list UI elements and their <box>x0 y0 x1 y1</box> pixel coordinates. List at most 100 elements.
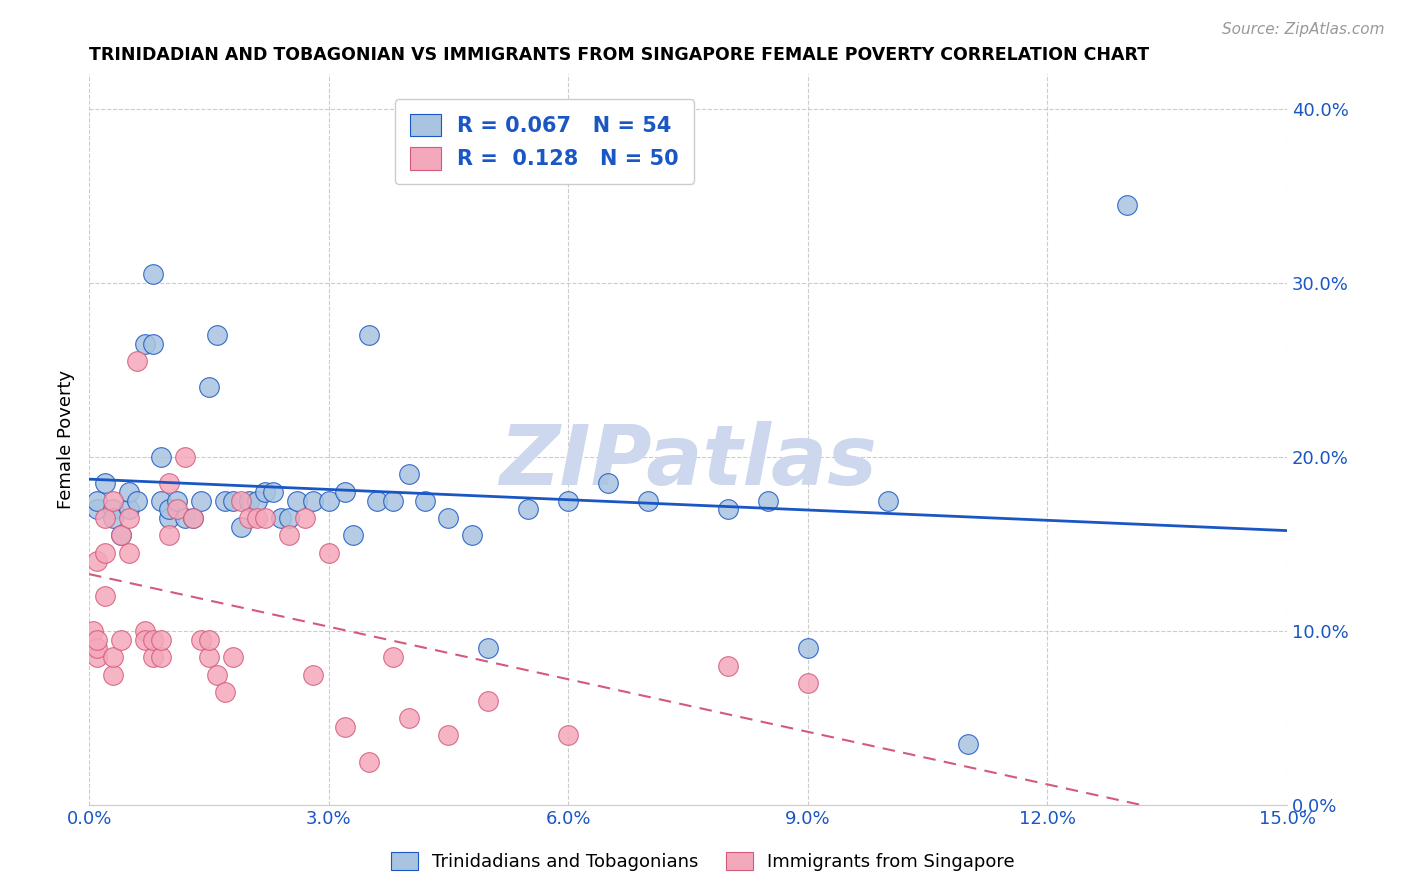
Text: TRINIDADIAN AND TOBAGONIAN VS IMMIGRANTS FROM SINGAPORE FEMALE POVERTY CORRELATI: TRINIDADIAN AND TOBAGONIAN VS IMMIGRANTS… <box>89 46 1149 64</box>
Point <box>110 632 132 647</box>
Point <box>110 528 132 542</box>
Point <box>149 650 172 665</box>
Point <box>94 476 117 491</box>
Point <box>205 667 228 681</box>
Point <box>157 511 180 525</box>
Point <box>270 511 292 525</box>
Point <box>285 493 308 508</box>
Point <box>125 354 148 368</box>
Point <box>381 650 404 665</box>
Point <box>253 511 276 525</box>
Point <box>94 546 117 560</box>
Point <box>1116 197 1139 211</box>
Point <box>222 493 245 508</box>
Point <box>118 511 141 525</box>
Point <box>413 493 436 508</box>
Text: Source: ZipAtlas.com: Source: ZipAtlas.com <box>1222 22 1385 37</box>
Point <box>318 493 340 508</box>
Point <box>190 493 212 508</box>
Point <box>149 450 172 464</box>
Point <box>142 267 165 281</box>
Point <box>142 632 165 647</box>
Point <box>876 493 898 508</box>
Point <box>461 528 484 542</box>
Point <box>86 641 108 656</box>
Point <box>198 380 221 394</box>
Point <box>142 337 165 351</box>
Point <box>205 328 228 343</box>
Point <box>222 650 245 665</box>
Point <box>134 632 156 647</box>
Point <box>398 711 420 725</box>
Point <box>238 493 260 508</box>
Point <box>333 720 356 734</box>
Point <box>157 502 180 516</box>
Point <box>82 624 104 638</box>
Point <box>477 693 499 707</box>
Legend: Trinidadians and Tobagonians, Immigrants from Singapore: Trinidadians and Tobagonians, Immigrants… <box>384 845 1022 879</box>
Point <box>381 493 404 508</box>
Point <box>86 632 108 647</box>
Point <box>149 632 172 647</box>
Point <box>277 528 299 542</box>
Point <box>557 729 579 743</box>
Point <box>301 493 323 508</box>
Point <box>517 502 540 516</box>
Point <box>246 511 269 525</box>
Point <box>94 589 117 603</box>
Point <box>318 546 340 560</box>
Point <box>294 511 316 525</box>
Point <box>101 502 124 516</box>
Point <box>366 493 388 508</box>
Point <box>86 502 108 516</box>
Point <box>134 337 156 351</box>
Point <box>198 650 221 665</box>
Point <box>301 667 323 681</box>
Point <box>357 755 380 769</box>
Point <box>797 676 820 690</box>
Point <box>110 528 132 542</box>
Point <box>342 528 364 542</box>
Point <box>214 685 236 699</box>
Point <box>181 511 204 525</box>
Point <box>262 484 284 499</box>
Point <box>166 493 188 508</box>
Point <box>174 450 197 464</box>
Point <box>756 493 779 508</box>
Point <box>118 502 141 516</box>
Point <box>437 729 460 743</box>
Point <box>181 511 204 525</box>
Point <box>142 650 165 665</box>
Point <box>157 528 180 542</box>
Point <box>238 511 260 525</box>
Point <box>101 493 124 508</box>
Point <box>717 658 740 673</box>
Point <box>101 650 124 665</box>
Point <box>333 484 356 499</box>
Point <box>118 546 141 560</box>
Point <box>229 519 252 533</box>
Point <box>717 502 740 516</box>
Legend: R = 0.067   N = 54, R =  0.128   N = 50: R = 0.067 N = 54, R = 0.128 N = 50 <box>395 99 693 184</box>
Point <box>198 632 221 647</box>
Point <box>125 493 148 508</box>
Point <box>94 511 117 525</box>
Point <box>246 493 269 508</box>
Point <box>637 493 659 508</box>
Point <box>86 493 108 508</box>
Point <box>357 328 380 343</box>
Point <box>157 476 180 491</box>
Text: ZIPatlas: ZIPatlas <box>499 421 877 502</box>
Point <box>557 493 579 508</box>
Point <box>118 484 141 499</box>
Point <box>134 624 156 638</box>
Point <box>797 641 820 656</box>
Point <box>398 467 420 482</box>
Point <box>86 554 108 568</box>
Point <box>598 476 620 491</box>
Point <box>101 511 124 525</box>
Point <box>101 667 124 681</box>
Point <box>214 493 236 508</box>
Point <box>956 737 979 751</box>
Point <box>166 502 188 516</box>
